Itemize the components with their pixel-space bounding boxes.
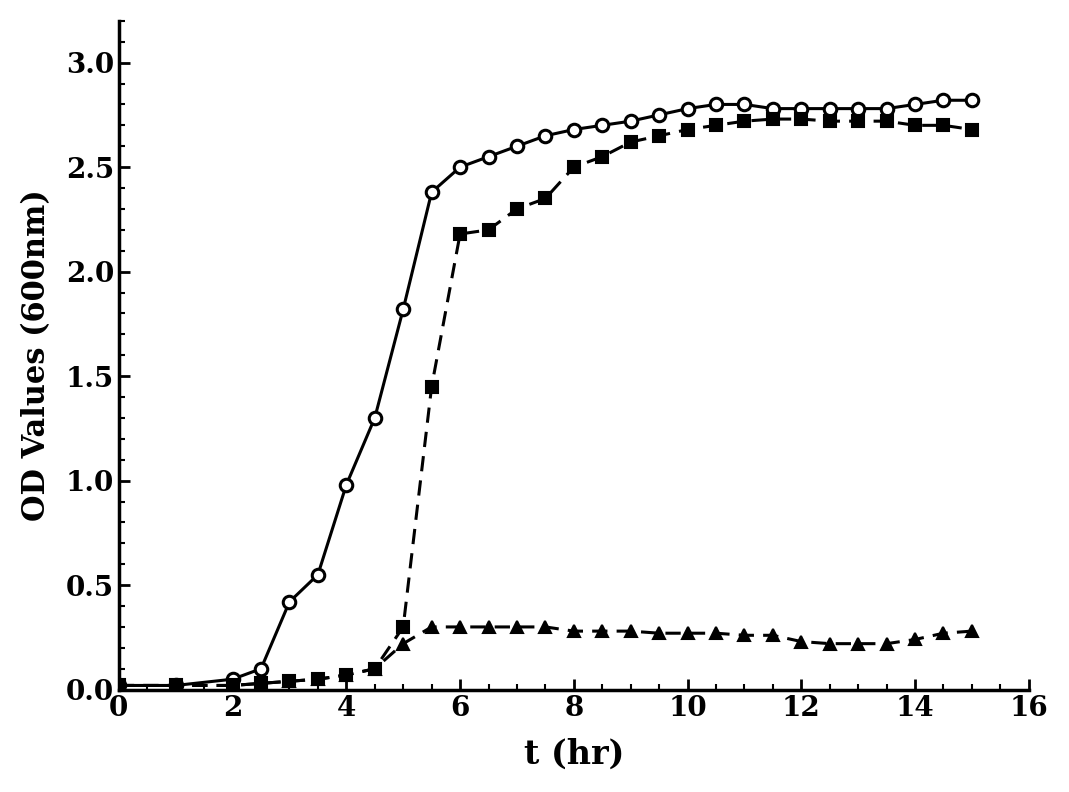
X-axis label: t (hr): t (hr) <box>524 738 624 771</box>
Y-axis label: OD Values (600nm): OD Values (600nm) <box>20 189 51 521</box>
